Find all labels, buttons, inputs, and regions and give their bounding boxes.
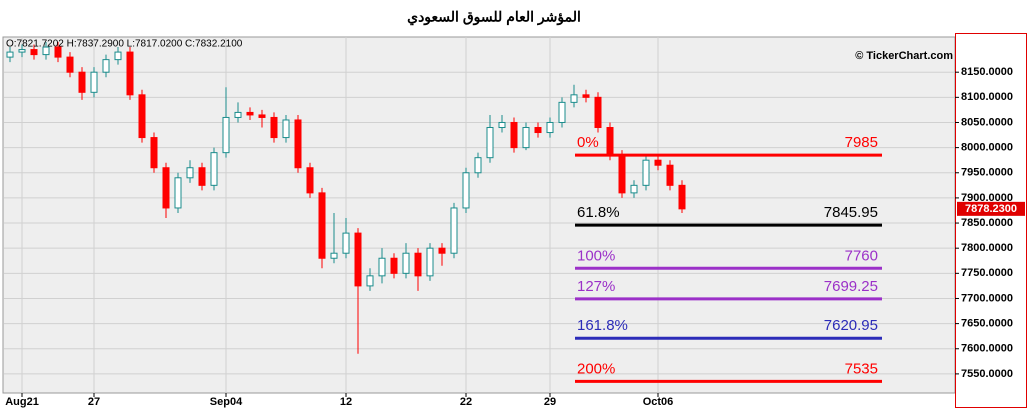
candle-body (354, 232, 362, 287)
candle-body (78, 71, 86, 93)
fib-label: 127% (577, 278, 615, 295)
candle-body (438, 247, 446, 254)
fib-label: 0% (577, 134, 599, 151)
y-tick-label: 7950.0000 (961, 167, 1013, 179)
candle-body (414, 252, 422, 277)
y-tick-label: 7600.0000 (961, 343, 1013, 355)
candle-body (6, 51, 14, 58)
candle-body (198, 167, 206, 186)
candle-body (654, 159, 662, 166)
y-tick-label: 7750.0000 (961, 267, 1013, 279)
candle-body (534, 127, 542, 134)
fib-value: 7845.95 (824, 204, 878, 221)
candle-body (66, 56, 74, 73)
fib-value: 7985 (845, 134, 878, 151)
candle-body (618, 154, 626, 194)
candle-body (318, 192, 326, 259)
y-tick-label: 7850.0000 (961, 217, 1013, 229)
candle-body (570, 94, 578, 103)
fib-label: 161.8% (577, 317, 628, 334)
candle-body (54, 46, 62, 58)
ohlc-info: O:7821.7202 H:7837.2900 L:7817.0200 C:78… (6, 39, 243, 50)
candle-body (270, 116, 278, 139)
x-tick-label: Aug21 (5, 396, 39, 408)
y-tick-label: 7900.0000 (961, 192, 1013, 204)
candle-body (366, 275, 374, 287)
candle-body (486, 127, 494, 159)
y-tick-label: 8000.0000 (961, 142, 1013, 154)
candle-body (162, 167, 170, 209)
y-tick-label: 7700.0000 (961, 292, 1013, 304)
last-price-label: 7878.2300 (965, 203, 1017, 215)
candle-body (594, 96, 602, 129)
chart-title: المؤشر العام للسوق السعودي (407, 9, 581, 26)
fib-value: 7760 (845, 247, 878, 264)
candle-body (642, 159, 650, 186)
fib-label: 200% (577, 360, 615, 377)
candle-body (186, 167, 194, 179)
candle-body (234, 111, 242, 118)
last-price-tag (957, 201, 1025, 216)
y-tick-label: 8100.0000 (961, 91, 1013, 103)
y-tick-label: 7650.0000 (961, 318, 1013, 330)
candle-body (126, 51, 134, 96)
fib-label: 61.8% (577, 204, 620, 221)
y-tick-label: 8050.0000 (961, 116, 1013, 128)
y-axis-panel (955, 33, 1027, 408)
candle-body (306, 167, 314, 194)
y-tick-label: 7550.0000 (961, 368, 1013, 380)
plot-area (2, 36, 956, 394)
candle-body (558, 101, 566, 123)
candle-body (18, 49, 26, 53)
candle-body (222, 116, 230, 154)
candle-body (630, 184, 638, 194)
candle-body (174, 177, 182, 209)
candle-body (114, 51, 122, 61)
x-tick-label: 29 (544, 396, 556, 408)
candle-body (330, 252, 338, 259)
x-tick-label: 22 (460, 396, 472, 408)
plot-layer: 7550.0000 7600.0000 7650.0000 7700.0000 7750… (4, 37, 1025, 408)
candle-body (510, 121, 518, 149)
x-tick-label: Oct06 (643, 396, 674, 408)
candle-body (138, 94, 146, 139)
candle-body (282, 119, 290, 139)
candle-body (606, 127, 614, 156)
candle-body (378, 257, 386, 277)
fib-value: 7535 (845, 360, 878, 377)
candle-body (258, 114, 266, 118)
candle-body (498, 121, 506, 129)
candle-body (390, 257, 398, 274)
candle-body (402, 252, 410, 274)
y-tick-label: 8150.0000 (961, 66, 1013, 78)
copyright: © TickerChart.com (855, 50, 953, 62)
fib-value: 7699.25 (824, 278, 878, 295)
candle-body (426, 247, 434, 277)
candle-body (42, 46, 50, 56)
candle-body (522, 127, 530, 149)
candle-body (294, 119, 302, 169)
x-tick-label: Sep04 (210, 396, 243, 408)
y-tick-label: 7800.0000 (961, 242, 1013, 254)
candle-body (474, 157, 482, 174)
candle-body (450, 207, 458, 254)
candle-body (546, 121, 554, 134)
candle-body (30, 49, 38, 56)
candle-body (210, 152, 218, 186)
candle-body (150, 137, 158, 169)
candle-body (102, 59, 110, 73)
fib-value: 7620.95 (824, 317, 878, 334)
x-tick-label: 12 (340, 396, 352, 408)
x-tick-label: 27 (88, 396, 100, 408)
candle-body (582, 94, 590, 98)
candle-body (342, 232, 350, 254)
candle-body (678, 184, 686, 210)
candle-body (246, 111, 254, 116)
fib-label: 100% (577, 247, 615, 264)
candle-body (462, 172, 470, 209)
candle-body (90, 71, 98, 93)
candle-body (666, 164, 674, 186)
